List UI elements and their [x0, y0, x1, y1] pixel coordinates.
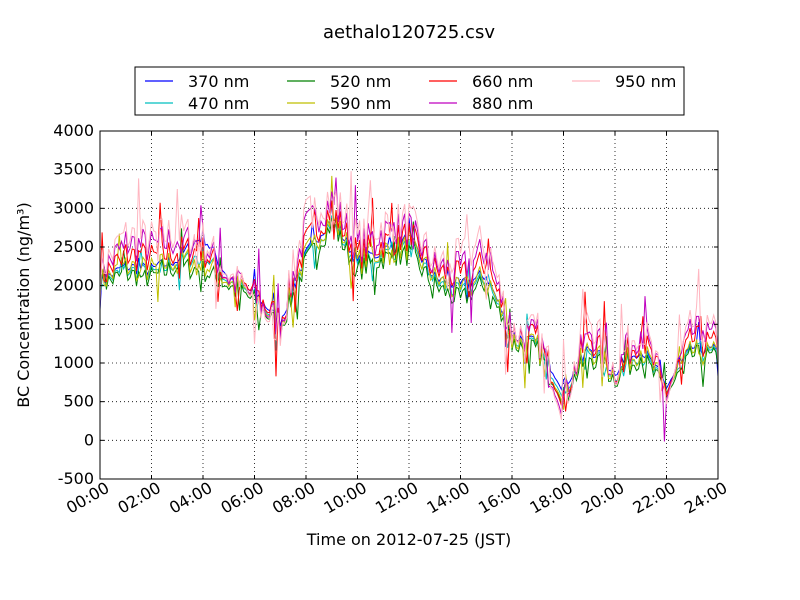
y-axis-ticks: -500 0 500 1000 1500 2000 2500 3000 3500 4000 — [53, 121, 718, 488]
y-tick-label: 4000 — [53, 121, 94, 140]
plot-lines — [99, 171, 719, 442]
chart-title: aethalo120725.csv — [323, 22, 495, 43]
y-tick-label: 1000 — [53, 353, 94, 372]
x-axis-label: Time on 2012-07-25 (JST) — [306, 530, 511, 549]
y-tick-label: 2500 — [53, 237, 94, 256]
y-tick-label: 3000 — [53, 198, 94, 217]
x-tick-label: 08:00 — [269, 478, 318, 518]
legend-box — [134, 66, 685, 116]
x-tick-label: 14:00 — [423, 478, 472, 518]
legend-label: 370 nm — [188, 72, 249, 91]
y-tick-label: 3500 — [53, 160, 94, 179]
x-tick-label: 12:00 — [372, 478, 421, 518]
x-tick-label: 06:00 — [217, 478, 266, 518]
legend-label: 590 nm — [330, 94, 391, 113]
x-tick-label: 18:00 — [526, 478, 575, 518]
series-line — [99, 217, 719, 404]
grid-lines — [100, 131, 718, 479]
legend-label: 470 nm — [188, 94, 249, 113]
x-tick-label: 20:00 — [578, 478, 627, 518]
legend-label: 660 nm — [472, 72, 533, 91]
legend: 370 nm 470 nm 520 nm 590 nm 660 nm 880 nm 950 … — [134, 66, 685, 116]
x-tick-label: 02:00 — [114, 478, 163, 518]
x-tick-label: 16:00 — [475, 478, 524, 518]
x-tick-label: 04:00 — [166, 478, 215, 518]
y-tick-label: 0 — [84, 430, 94, 449]
x-tick-label: 22:00 — [629, 478, 678, 518]
y-tick-label: 2000 — [53, 276, 94, 295]
x-tick-label: 24:00 — [681, 478, 730, 518]
y-tick-label: 1500 — [53, 314, 94, 333]
series-line — [99, 171, 719, 421]
legend-label: 880 nm — [472, 94, 533, 113]
legend-label: 950 nm — [615, 72, 676, 91]
y-tick-label: 500 — [63, 392, 94, 411]
legend-label: 520 nm — [330, 72, 391, 91]
y-tick-label: -500 — [58, 469, 94, 488]
y-axis-label: BC Concentration (ng/m³) — [14, 202, 33, 407]
x-tick-label: 10:00 — [320, 478, 369, 518]
